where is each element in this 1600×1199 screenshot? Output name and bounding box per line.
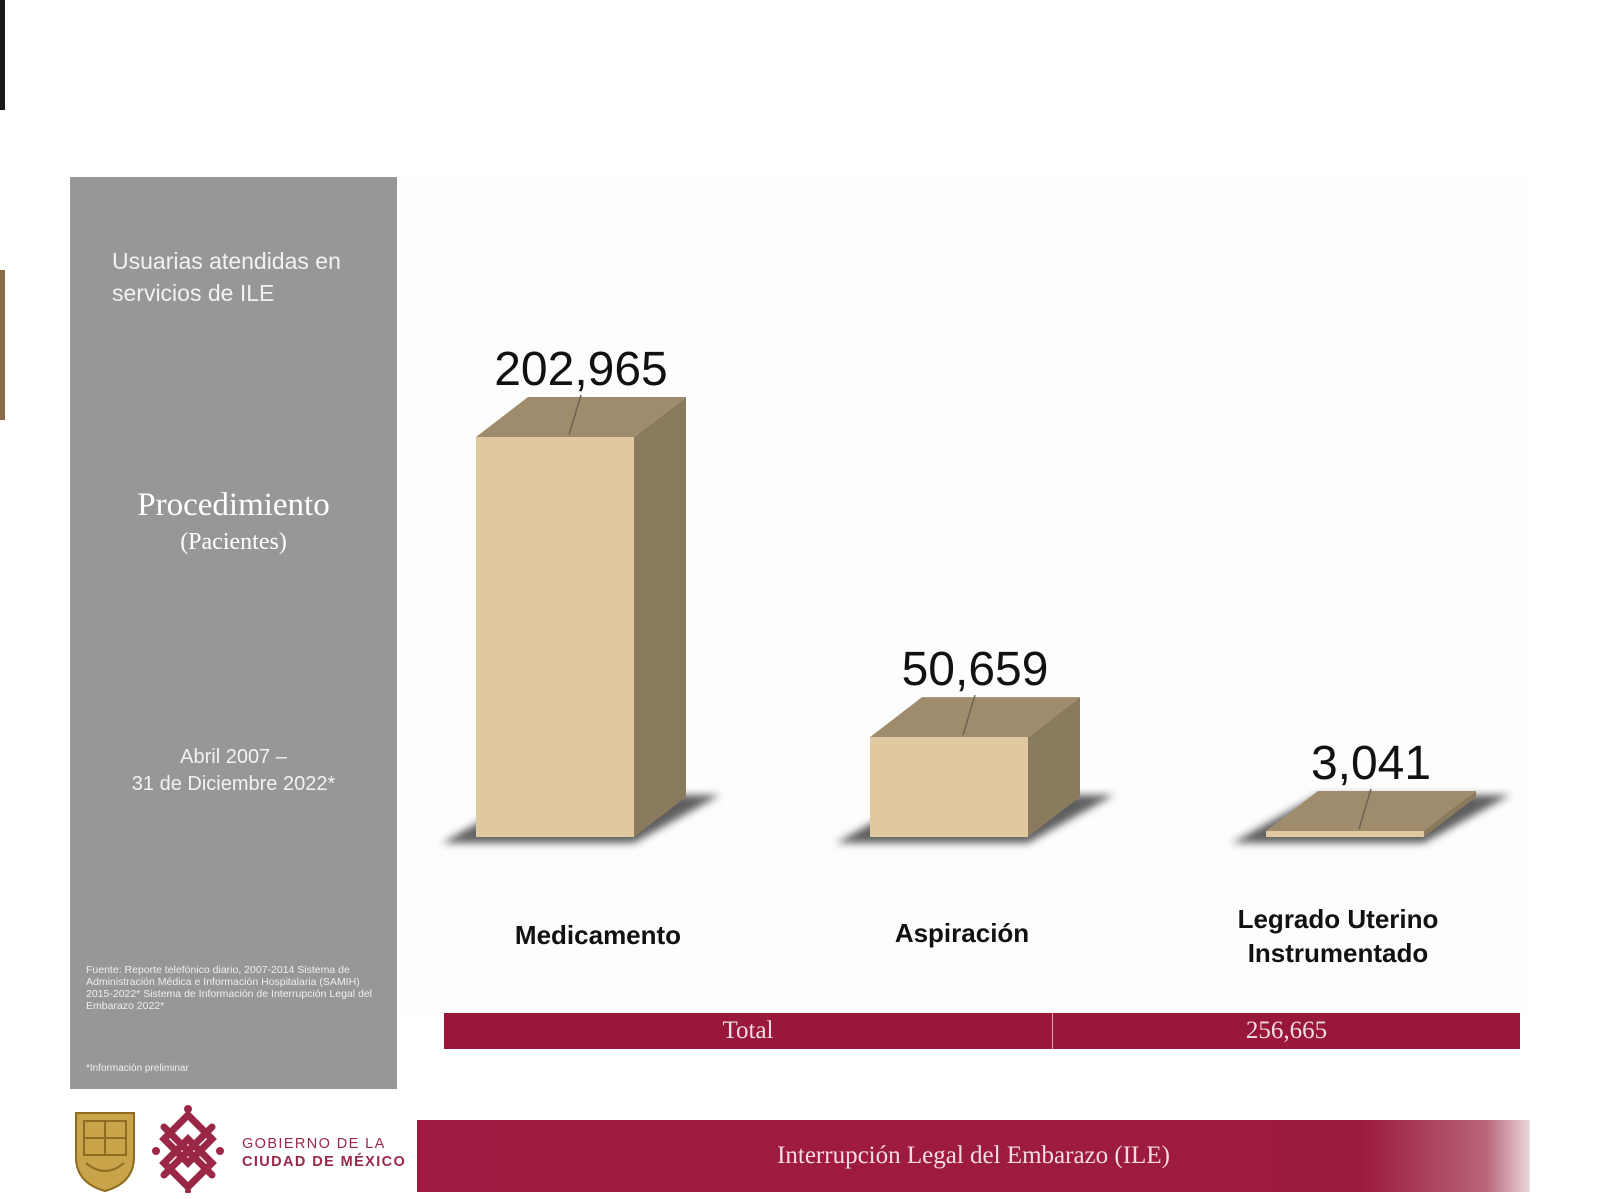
- bar-side: [634, 397, 686, 837]
- bar: [870, 737, 1028, 837]
- total-label: Total: [444, 1013, 1053, 1049]
- cdmx-emblem-icon: [159, 1110, 217, 1192]
- value-label: 202,965: [494, 343, 668, 396]
- chart-unit: (Pacientes): [180, 529, 287, 555]
- value-leader-line: [962, 694, 976, 736]
- category-label: Medicamento: [515, 920, 681, 950]
- chart-title: Procedimiento: [137, 487, 330, 523]
- government-line-2: CIUDAD DE MÉXICO: [242, 1154, 407, 1170]
- source-note: Fuente: Reporte telefónico diario, 2007-…: [86, 964, 373, 1012]
- footer-logos: GOBIERNO DE LA CIUDAD DE MÉXICO: [72, 1105, 407, 1193]
- side-panel: Usuarias atendidas en servicios de ILE P…: [70, 177, 397, 1089]
- side-subtitle: Usuarias atendidas en servicios de ILE: [112, 248, 341, 306]
- bar: [476, 437, 634, 837]
- bar-top: [1266, 791, 1476, 832]
- category-label: Instrumentado: [1248, 938, 1429, 968]
- preliminary-note: *Información preliminar: [86, 1063, 189, 1074]
- value-label: 3,041: [1311, 737, 1431, 790]
- bar-top: [476, 397, 686, 437]
- emblem-dots-icon: [152, 1105, 224, 1193]
- bar: [1266, 831, 1424, 837]
- category-label: Aspiración: [895, 918, 1029, 948]
- value-leader-line: [1358, 788, 1372, 830]
- coat-of-arms-icon: [75, 1112, 135, 1193]
- bar-chart: 202,965 50,659 3,041 Medicamento Aspiración L…: [442, 343, 1510, 968]
- period-label: Abril 2007 – 31 de Diciembre 2022*: [70, 744, 397, 798]
- value-leader-line: [568, 394, 582, 436]
- bar-side: [1424, 791, 1476, 837]
- government-name: GOBIERNO DE LA CIUDAD DE MÉXICO: [242, 1135, 406, 1171]
- footer-banner: Interrupción Legal del Embarazo (ILE): [417, 1120, 1530, 1192]
- period-line-1: Abril 2007 –: [180, 746, 287, 768]
- edge-fragment-image: [0, 270, 5, 420]
- bar-side: [1028, 697, 1080, 837]
- cdmx-logos: [75, 1105, 224, 1193]
- chart-area: 202,965 50,659 3,041 Medicamento Aspiración L…: [400, 177, 1530, 1017]
- category-label: Legrado Uterino: [1238, 904, 1439, 934]
- bar-top: [870, 697, 1080, 738]
- government-line-1: GOBIERNO DE LA: [242, 1136, 386, 1152]
- period-line-2: 31 de Diciembre 2022*: [131, 773, 336, 795]
- total-value: 256,665: [1245, 1017, 1328, 1044]
- total-row: Total 256,665: [444, 1013, 1520, 1049]
- value-label: 50,659: [902, 643, 1049, 696]
- edge-fragment-dark: [0, 0, 5, 110]
